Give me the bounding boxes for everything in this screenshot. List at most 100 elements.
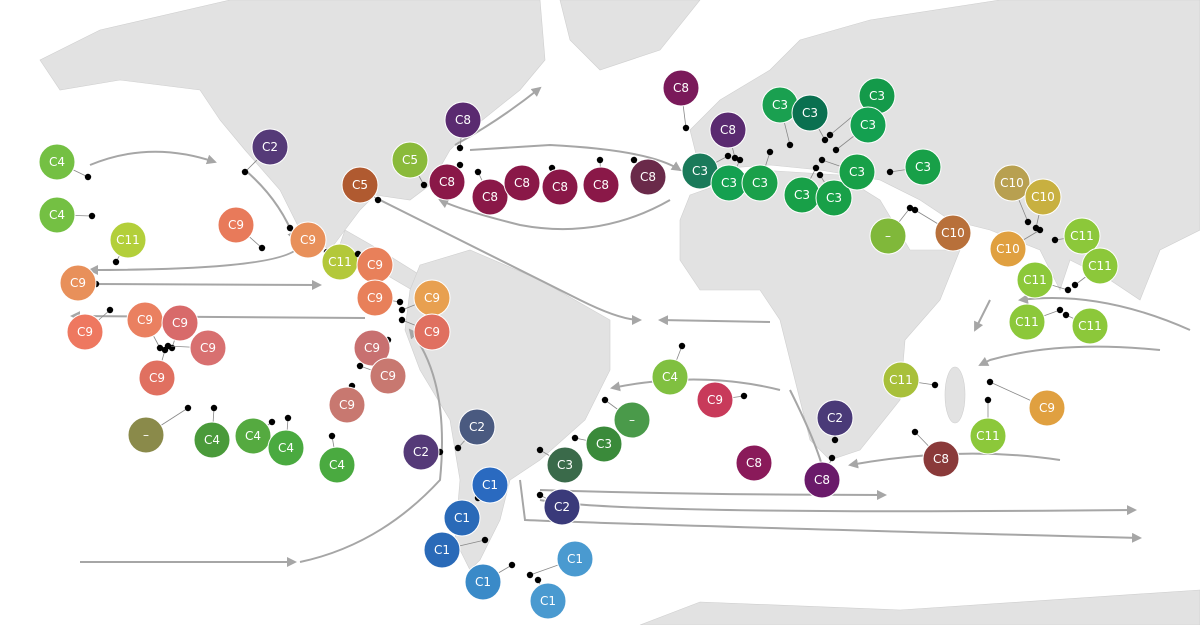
cluster-label: C8 [482,190,498,204]
cluster-marker [318,446,356,484]
cluster-marker [529,582,567,620]
cluster-label: C3 [596,437,612,451]
sample-dot [740,392,748,400]
cluster-label: – [885,229,891,243]
cluster-marker [66,313,104,351]
sample-dot [601,396,609,404]
cluster-marker [662,69,700,107]
sample-dot [931,381,939,389]
cluster-label: C2 [413,445,429,459]
sample-dot [984,396,992,404]
sample-dot [456,161,464,169]
sample-dot [736,156,744,164]
flow-arrow [469,143,682,172]
flow-arrow [299,328,443,563]
cluster-label: C10 [1000,176,1024,190]
flow-arrow [978,345,1161,366]
cluster-label: C5 [402,153,418,167]
cluster-label: C2 [262,140,278,154]
cluster-marker [38,143,76,181]
cluster-label: C8 [552,180,568,194]
cluster-marker [582,166,620,204]
sample-dot [84,173,92,181]
cluster-label: C10 [941,226,965,240]
cluster-marker [838,153,876,191]
cluster-label: C8 [640,170,656,184]
sample-dot [328,432,336,440]
flow-arrow [539,499,1137,516]
cluster-marker [267,429,305,467]
sample-dot [1056,306,1064,314]
cluster-label: C9 [300,233,316,247]
sample-dot [816,171,824,179]
cluster-label: C8 [720,123,736,137]
cluster-marker [1008,303,1046,341]
cluster-label: C2 [827,411,843,425]
sample-dot [911,206,919,214]
sample-dot [548,164,556,172]
cluster-label: C9 [424,291,440,305]
cluster-label: C3 [826,191,842,205]
sample-dot [596,156,604,164]
cluster-marker [922,440,960,478]
sample-dot [161,346,169,354]
cluster-label: C8 [455,113,471,127]
sample-dot [112,258,120,266]
cluster-marker [543,488,581,526]
sample-dot [210,404,218,412]
cluster-marker [443,499,481,537]
cluster-marker [709,111,747,149]
cluster-marker [341,166,379,204]
cluster-label: C4 [49,155,65,169]
flow-arrow [610,378,781,392]
flow-arrow [454,86,542,146]
cluster-label: C1 [567,552,583,566]
sample-dot [184,404,192,412]
cluster-label: C9 [70,276,86,290]
sample-dot [284,414,292,422]
cluster-label: C11 [1023,273,1047,287]
cluster-marker [189,329,227,367]
cluster-marker [464,563,502,601]
cluster-label: – [629,413,635,427]
sample-dot [831,436,839,444]
madagascar [944,366,966,424]
cluster-label: C11 [1070,229,1094,243]
cluster-label: C3 [802,106,818,120]
flow-arrow [1018,294,1191,331]
sample-dot [986,378,994,386]
sample-dot [571,434,579,442]
sample-dot [886,168,894,176]
sample-dot [398,316,406,324]
cluster-label: C3 [860,118,876,132]
cluster-label: C10 [996,242,1020,256]
sample-dot [1062,311,1070,319]
cluster-label: C3 [557,458,573,472]
cluster-label: C3 [849,165,865,179]
cluster-marker [369,357,407,395]
cluster-label: C4 [49,208,65,222]
cluster-label: C4 [329,458,345,472]
sample-dot [536,446,544,454]
greenland [559,0,701,71]
flow-arrow [539,489,887,500]
cluster-label: C9 [424,325,440,339]
cluster-label: C11 [328,255,352,269]
sample-dot [156,344,164,352]
cluster-label: C4 [662,370,678,384]
cluster-label: – [143,428,149,442]
cluster-label: C9 [200,341,216,355]
cluster-label: C5 [352,178,368,192]
cluster-marker [1081,247,1119,285]
sample-dot [826,131,834,139]
cluster-marker [444,101,482,139]
cluster-marker [402,433,440,471]
sample-dot [1036,226,1044,234]
sample-dot [821,136,829,144]
cluster-label: C9 [77,325,93,339]
sample-dot [534,576,542,584]
cluster-label: C8 [746,456,762,470]
sample-dot [832,146,840,154]
sample-dot [786,141,794,149]
